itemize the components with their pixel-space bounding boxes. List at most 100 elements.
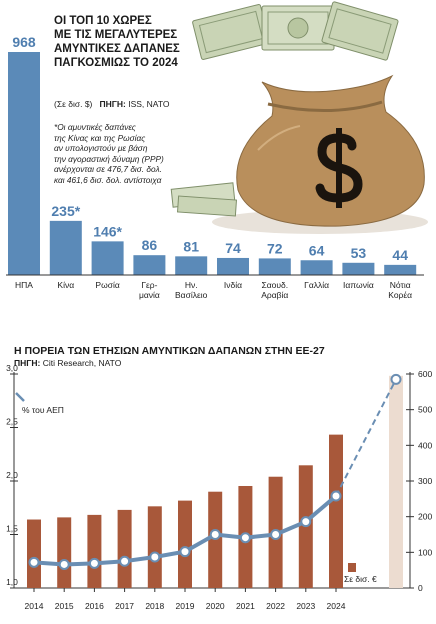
bottom-chart-title: Η ΠΟΡΕΙΑ ΤΩΝ ΕΤΗΣΙΩΝ ΑΜΥΝΤΙΚΩΝ ΔΑΠΑΝΩΝ Σ… — [14, 345, 325, 357]
x-tick-label: 2020 — [206, 601, 225, 611]
bar — [91, 241, 124, 275]
data-point — [58, 558, 70, 570]
data-point — [88, 557, 100, 569]
footnote: *Οι αμυντικές δαπάνες της Κίνας και της … — [54, 122, 229, 185]
unit-label: (Σε δισ. $) — [54, 99, 93, 109]
right-tick-label: 600 — [418, 369, 432, 379]
x-tick-label: 2024 — [327, 601, 346, 611]
x-tick-label: 2023 — [296, 601, 315, 611]
source-text: ISS, NATO — [128, 99, 170, 109]
bar — [384, 264, 417, 275]
x-tick-label: 2021 — [236, 601, 255, 611]
x-tick-label: 2018 — [145, 601, 164, 611]
bar — [49, 220, 82, 275]
right-tick-label: 0 — [418, 583, 423, 593]
bar — [147, 506, 162, 588]
footnote-line: και 461,6 δισ. δολ. αντίστοιχα — [54, 174, 162, 185]
data-point — [270, 529, 282, 540]
bar — [133, 255, 166, 275]
top-source: (Σε δισ. $) ΠΗΓΗ: ISS, NATO — [54, 99, 169, 109]
category-label: ΗΠΑ — [15, 280, 33, 290]
projection-point — [390, 373, 402, 385]
category-label: Ινδία — [224, 280, 242, 290]
legend-eur-label: Σε δισ. € — [344, 574, 377, 584]
legend-line-icon — [15, 392, 25, 402]
category-label: Κίνα — [57, 280, 74, 290]
top-chart-title: ΟΙ ΤΟΠ 10 ΧΩΡΕΣ ΜΕ ΤΙΣ ΜΕΓΑΛΥΤΕΡΕΣ ΑΜΥΝΤ… — [54, 14, 222, 70]
bar — [342, 262, 375, 275]
bar-value-label: 53 — [351, 245, 367, 261]
left-tick-label: 2,0 — [6, 470, 18, 480]
bottom-source: ΠΗΓΗ: Citi Research, NATO — [14, 358, 121, 368]
bar — [8, 52, 40, 275]
title-line: ΠΑΓΚΟΣΜΙΩΣ ΤΟ 2024 — [54, 57, 178, 69]
title-line: ΟΙ ΤΟΠ 10 ΧΩΡΕΣ — [54, 15, 152, 27]
bar — [87, 514, 102, 588]
bar — [175, 256, 208, 275]
data-point — [149, 551, 161, 563]
footnote-line: ανέρχονται σε 476,7 δισ. δολ. — [54, 164, 162, 174]
bar — [300, 260, 333, 275]
x-tick-label: 2015 — [55, 601, 74, 611]
legend-gdp-label: % του ΑΕΠ — [22, 405, 64, 415]
left-tick-label: 3,0 — [6, 363, 18, 373]
right-tick-label: 100 — [418, 547, 432, 557]
data-point — [209, 529, 221, 540]
bar — [258, 258, 291, 275]
x-tick-label: 2017 — [115, 601, 134, 611]
footnote-line: την αγοραστική δύναμη (PPP) — [54, 153, 164, 164]
legend-bar-icon — [348, 563, 356, 572]
bar-value-label: 146* — [93, 223, 122, 239]
right-tick-label: 500 — [418, 405, 432, 415]
data-point — [330, 490, 342, 502]
title-line: ΜΕ ΤΙΣ ΜΕΓΑΛΥΤΕΡΕΣ — [54, 29, 178, 41]
bar — [57, 517, 72, 588]
category-label: Γαλλία — [304, 280, 329, 290]
left-tick-label: 2,5 — [6, 417, 18, 427]
x-tick-label: 2022 — [266, 601, 285, 611]
bar — [27, 519, 41, 588]
data-point — [28, 556, 40, 568]
footnote-line: *Οι αμυντικές δαπάνες — [54, 122, 136, 132]
bar-value-label: 64 — [309, 242, 325, 258]
bar-value-label: 74 — [225, 240, 241, 256]
bar-value-label: 44 — [392, 247, 408, 263]
bar-value-label: 86 — [142, 237, 158, 253]
bar-value-label: 81 — [183, 238, 199, 254]
footnote-line: της Κίνας και της Ρωσίας — [54, 132, 146, 143]
source-text: Citi Research, NATO — [42, 358, 122, 368]
projection-line — [335, 378, 397, 497]
data-point — [300, 516, 312, 528]
footnote-line: αν υπολογιστούν με βάση — [54, 143, 148, 153]
x-tick-label: 2016 — [85, 601, 104, 611]
bar — [217, 257, 249, 275]
right-tick-label: 400 — [418, 440, 432, 450]
data-point — [179, 546, 191, 558]
projection-bar — [389, 375, 403, 588]
bar — [329, 434, 343, 588]
banknote-icon — [261, 5, 335, 51]
category-label: Σαουδ. Αραβία — [261, 280, 288, 300]
category-label: Ιαπωνία — [343, 280, 374, 290]
top-countries-chart: 968 235* 146* 86 81 74 72 64 53 44 ΗΠΑ Κίνα Ρωσία Γε… — [6, 1, 428, 300]
right-tick-label: 200 — [418, 512, 432, 522]
bar — [117, 509, 132, 588]
x-tick-label: 2014 — [25, 601, 44, 611]
category-label: Νότια Κορέα — [388, 280, 412, 300]
bar-value-label: 968 — [12, 34, 36, 50]
category-label: Ρωσία — [95, 280, 119, 290]
left-tick-label: 1,0 — [6, 577, 18, 587]
left-tick-label: 1,5 — [6, 524, 18, 534]
money-bag-illustration — [170, 1, 428, 234]
right-tick-label: 300 — [418, 476, 432, 486]
source-label: ΠΗΓΗ: — [14, 358, 41, 368]
bar-value-label: 72 — [267, 240, 283, 256]
bar-value-label: 235* — [51, 203, 80, 219]
bar — [178, 500, 192, 588]
banknote-icon — [321, 1, 399, 61]
category-label: Ην. Βασίλειο — [175, 280, 208, 300]
category-label: Γερ-μανία — [139, 280, 160, 300]
data-point — [119, 555, 131, 567]
title-line: ΑΜΥΝΤΙΚΕΣ ΔΑΠΑΝΕΣ — [54, 43, 180, 55]
banknote-icon — [192, 4, 270, 60]
